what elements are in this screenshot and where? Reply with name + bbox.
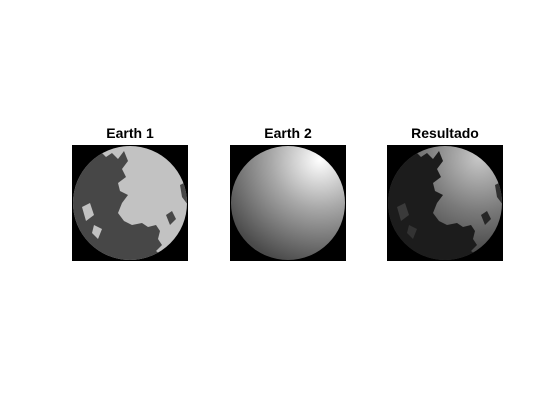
axes-earth-2	[230, 145, 346, 261]
axes-resultado	[387, 145, 503, 261]
axes-earth-1	[72, 145, 188, 261]
panel-title-earth-2: Earth 2	[264, 125, 312, 141]
resultado-image	[388, 146, 502, 260]
earth-2-sphere	[231, 146, 345, 260]
panel-title-resultado: Resultado	[411, 125, 479, 141]
panel-title-earth-1: Earth 1	[106, 125, 154, 141]
earth-1-image	[73, 146, 187, 260]
earth-2-image	[231, 146, 345, 260]
